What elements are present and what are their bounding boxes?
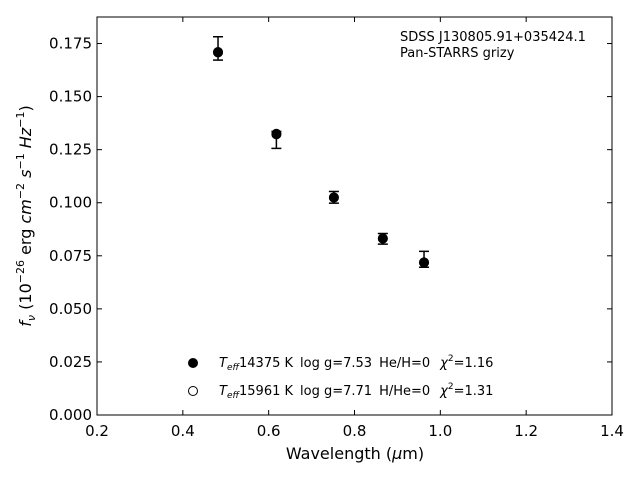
x-axis-label: Wavelength (μm)	[286, 444, 424, 463]
legend-logg-2: log g=7.71	[300, 384, 372, 399]
x-tick-label: 0.4	[171, 422, 195, 440]
y-tick-label: 0.050	[49, 300, 92, 318]
model-point-filled	[328, 192, 339, 203]
legend-comp-2: H/He=0	[379, 384, 430, 399]
plot-area	[96, 16, 613, 416]
survey-label: Pan-STARRS grizy	[400, 46, 515, 61]
legend-teff-2: 15961 K	[239, 384, 293, 399]
y-tick-label: 0.000	[49, 406, 92, 424]
legend-marker-filled	[188, 358, 198, 368]
data-marks	[213, 35, 430, 269]
model-point-filled	[271, 128, 282, 139]
x-tick-label: 1.2	[514, 422, 538, 440]
legend-chi2-2: =1.31	[454, 384, 494, 399]
y-tick-label: 0.025	[49, 353, 92, 371]
y-tick-label: 0.075	[49, 247, 92, 265]
legend-chi2-1: =1.16	[454, 356, 494, 371]
x-tick-label: 0.8	[343, 422, 367, 440]
y-axis-label: fν (10−26 erg cm−2 s−1 Hz−1)	[14, 105, 38, 326]
y-tick-label: 0.175	[49, 35, 92, 53]
y-tick-label: 0.100	[49, 194, 92, 212]
y-tick-label: 0.150	[49, 88, 92, 106]
model-point-filled	[213, 47, 224, 58]
model-point-filled	[377, 233, 388, 244]
legend-comp-1: He/H=0	[379, 356, 430, 371]
x-tick-label: 1.4	[600, 422, 624, 440]
x-tick-label: 0.2	[85, 422, 109, 440]
legend-logg-1: log g=7.53	[300, 356, 372, 371]
x-tick-label: 0.6	[257, 422, 281, 440]
legend-teff-1: 14375 K	[239, 356, 293, 371]
y-tick-label: 0.125	[49, 141, 92, 159]
object-name: SDSS J130805.91+035424.1	[400, 30, 586, 45]
legend-marker-open	[188, 386, 198, 396]
x-tick-label: 1.0	[428, 422, 452, 440]
axis-ticks: 0.2 0.4 0.6 0.8 1.0 1.2 1.4 0.000 0.025 0.050 0.07…	[49, 17, 624, 440]
model-point-filled	[419, 257, 430, 268]
